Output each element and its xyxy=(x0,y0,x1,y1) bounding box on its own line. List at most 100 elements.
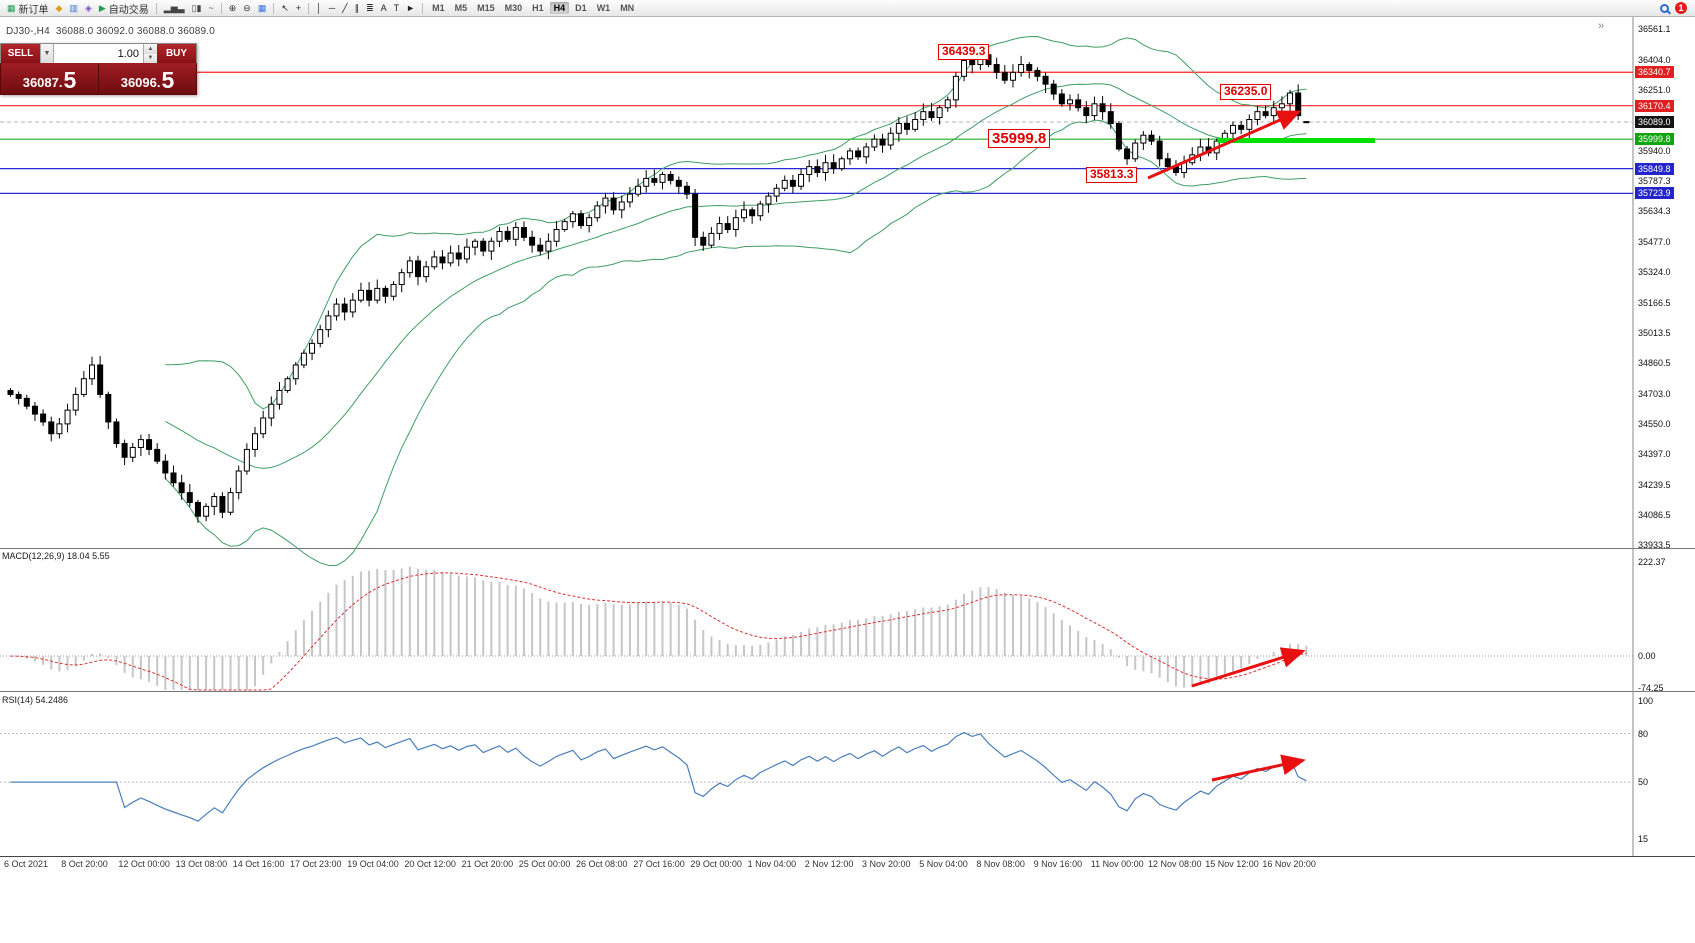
price-axis-tick: 36561.1 xyxy=(1638,23,1671,34)
toolbar-horizontal-line-button[interactable]: ─ xyxy=(326,1,338,16)
rsi-axis-label: 80 xyxy=(1638,728,1649,739)
toolbar-text-label-button[interactable]: T xyxy=(391,1,403,16)
search-icon[interactable] xyxy=(1660,3,1669,13)
time-axis-label: 1 Nov 04:00 xyxy=(747,859,797,869)
chart-ohlc-header: DJ30-,H4 36088.0 36092.0 36088.0 36089.0 xyxy=(6,26,215,37)
toolbar-separator xyxy=(422,2,424,14)
text-icon: A xyxy=(380,2,387,13)
toolbar-market-watch-button[interactable]: ▥ xyxy=(66,1,81,16)
time-axis-label: 3 Nov 20:00 xyxy=(862,859,911,869)
timeframe-m5-button[interactable]: M5 xyxy=(454,3,468,13)
timeframe-w1-button[interactable]: W1 xyxy=(596,3,611,13)
toolbar-new-order-button[interactable]: ▦ 新订单 xyxy=(4,1,52,16)
toolbar-crosshair-button[interactable]: + xyxy=(293,1,304,16)
trend-arrow-main[interactable] xyxy=(1147,110,1302,180)
navigator-icon: ◈ xyxy=(84,2,92,13)
timeframe-h1-button[interactable]: H1 xyxy=(532,3,544,13)
toolbar-line-chart-button[interactable]: ~ xyxy=(205,1,216,16)
time-axis-label: 2 Nov 12:00 xyxy=(804,859,854,869)
trade-panel-controls: SELL ▼ ▲▼ BUY xyxy=(0,43,197,63)
symbol-timeframe-label: DJ30-,H4 xyxy=(6,26,50,37)
toolbar-text-button[interactable]: A xyxy=(378,1,390,16)
horizontal-line-icon: ─ xyxy=(328,2,336,13)
buy-price-big-digit: 5 xyxy=(161,67,175,93)
price-axis-tick: 35634.3 xyxy=(1638,205,1671,216)
price-callout[interactable]: 35813.3 xyxy=(1086,166,1138,183)
price-axis-tick: 35166.5 xyxy=(1638,297,1671,308)
toolbar-trendline-button[interactable]: ╱ xyxy=(339,1,350,16)
tile-windows-icon: ▦ xyxy=(257,2,267,13)
macd-axis-label: 0.00 xyxy=(1638,651,1656,662)
toolbar-navigator-button[interactable]: ◈ xyxy=(82,1,95,16)
rsi-label: RSI(14) 54.2486 xyxy=(2,695,69,705)
toolbar-candlestick-chart-button[interactable]: ▯▮ xyxy=(189,1,205,16)
price-axis-tick: 35013.5 xyxy=(1638,327,1671,338)
timeframe-m30-button[interactable]: M30 xyxy=(504,3,523,13)
top-toolbar: ▦ 新订单 ◆ ▥ ◈ ▶ 自动交易 ▂▅▃ ▯▮ ~ ⊕ ⊖ ▦ ↖ + │ ─ ╱ ∥ ≣ A T ► M1 M5 M15 M… xyxy=(0,0,1695,17)
sell-price-big-digit: 5 xyxy=(63,67,77,93)
toolbar-bar-chart-button[interactable]: ▂▅▃ xyxy=(161,1,188,16)
price-axis-highlight: 36089.0 xyxy=(1635,115,1674,128)
toolbar-charts-button[interactable]: ◆ xyxy=(53,1,66,16)
notification-badge[interactable]: 1 xyxy=(1675,2,1687,14)
rsi-axis-label: 50 xyxy=(1638,777,1649,788)
trend-arrow-macd[interactable] xyxy=(1191,647,1306,688)
time-axis-label: 21 Oct 20:00 xyxy=(461,859,514,869)
toolbar-zoom-in-button[interactable]: ⊕ xyxy=(226,1,240,16)
price-axis-tick: 34239.5 xyxy=(1638,479,1671,490)
volume-input[interactable] xyxy=(54,44,143,63)
time-axis-label: 6 Oct 2021 xyxy=(4,859,49,869)
buy-button[interactable]: BUY xyxy=(157,44,196,63)
price-axis-highlight: 36170.4 xyxy=(1635,99,1674,112)
toolbar-channel-button[interactable]: ∥ xyxy=(352,1,363,16)
toolbar-arrows-button[interactable]: ► xyxy=(403,1,418,16)
toolbar-vertical-line-button[interactable]: │ xyxy=(313,1,325,16)
toolbar-tile-windows-button[interactable]: ▦ xyxy=(255,1,270,16)
low-value: 36088.0 xyxy=(136,26,175,37)
price-callout[interactable]: 35999.8 xyxy=(988,128,1051,148)
close-value: 36089.0 xyxy=(177,26,216,37)
price-axis-highlight: 35723.9 xyxy=(1635,187,1674,200)
market-watch-icon: ▥ xyxy=(69,2,78,13)
price-axis-tick: 35324.0 xyxy=(1638,266,1671,277)
toolbar-fibonacci-button[interactable]: ≣ xyxy=(363,1,377,16)
volume-stepper[interactable]: ▲ ▼ xyxy=(143,44,157,63)
time-axis-label: 11 Nov 00:00 xyxy=(1090,859,1144,869)
volume-dropdown-icon[interactable]: ▼ xyxy=(40,44,54,63)
toolbar-zoom-out-button[interactable]: ⊖ xyxy=(240,1,254,16)
toolbar-cursor-button[interactable]: ↖ xyxy=(278,1,292,16)
scroll-to-end-icon[interactable]: » xyxy=(1598,20,1605,32)
sell-price[interactable]: 36087. 5 xyxy=(1,63,98,94)
bollinger-lower-band xyxy=(164,119,1307,567)
time-axis-label: 14 Oct 16:00 xyxy=(232,859,285,869)
fibonacci-icon: ≣ xyxy=(366,2,374,13)
toolbar-autotrading-button[interactable]: ▶ 自动交易 xyxy=(96,1,152,16)
price-axis-highlight: 35849.8 xyxy=(1635,162,1674,175)
cursor-icon: ↖ xyxy=(281,2,289,13)
one-click-trade-panel: SELL ▼ ▲▼ BUY 36087. 5 36096. 5 xyxy=(0,43,197,95)
buy-price[interactable]: 36096. 5 xyxy=(99,63,196,94)
timeframe-m1-button[interactable]: M1 xyxy=(432,3,445,13)
macd-signal-line xyxy=(10,572,1307,691)
bollinger-upper-band xyxy=(165,35,1307,410)
price-axis-highlight: 35999.8 xyxy=(1635,133,1674,146)
toolbar-right-group: 1 xyxy=(1660,2,1691,14)
time-axis-label: 20 Oct 12:00 xyxy=(404,859,456,869)
timeframe-mn-button[interactable]: MN xyxy=(620,3,635,13)
sell-button[interactable]: SELL xyxy=(1,44,40,63)
rsi-axis-label: 15 xyxy=(1638,833,1649,844)
price-axis-tick: 34086.5 xyxy=(1638,509,1671,520)
timeframe-m15-button[interactable]: M15 xyxy=(477,3,495,13)
time-axis-label: 15 Nov 12:00 xyxy=(1205,859,1259,869)
arrows-icon: ► xyxy=(406,2,416,13)
price-callout[interactable]: 36439.3 xyxy=(938,43,990,60)
price-callout[interactable]: 36235.0 xyxy=(1220,83,1272,100)
timeframe-d1-button[interactable]: D1 xyxy=(575,3,587,13)
text-label-icon: T xyxy=(393,2,400,13)
timeframe-h4-button[interactable]: H4 xyxy=(549,2,570,14)
time-axis-label: 25 Oct 00:00 xyxy=(518,859,571,869)
zoom-out-icon: ⊖ xyxy=(243,2,251,13)
candlesticks xyxy=(7,48,1310,523)
trend-arrow-rsi[interactable] xyxy=(1211,754,1306,782)
